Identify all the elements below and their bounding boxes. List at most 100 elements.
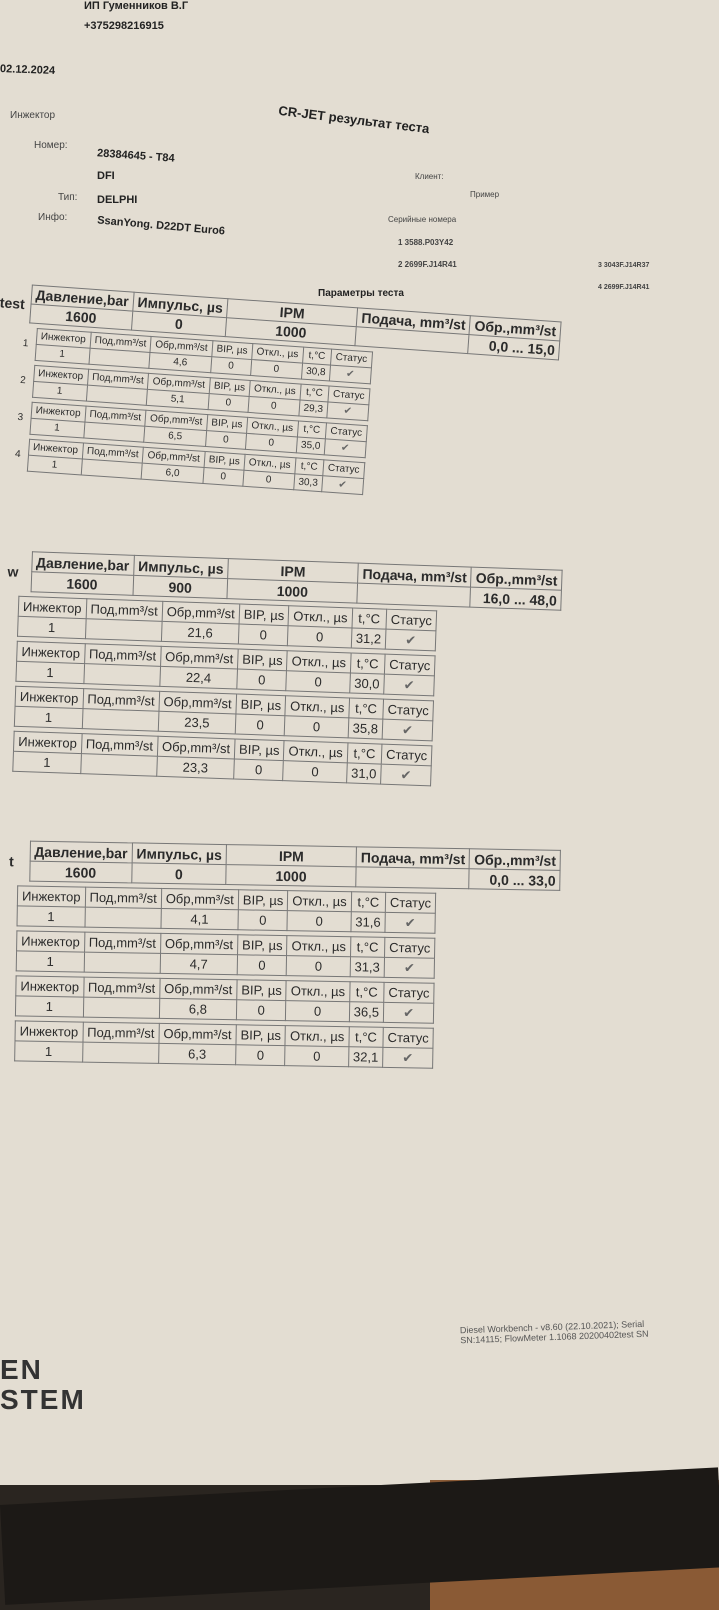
return-value: 4,6 <box>149 352 212 373</box>
injector-value: 1 <box>29 418 85 438</box>
bip-value: 0 <box>235 713 286 736</box>
sub-header: BIP, µs <box>238 604 290 626</box>
bip-value: 0 <box>236 668 287 691</box>
sub-header: Статус <box>385 609 437 631</box>
bip-value: 0 <box>202 467 244 487</box>
injector-value: 1 <box>17 905 85 928</box>
sub-header: Инжектор <box>16 641 85 664</box>
injector-result-table: Инжектор Под,mm³/st Обр,mm³/st BIP, µs Откл.… <box>16 885 436 934</box>
sub-header: BIP, µs <box>235 693 286 716</box>
temperature-value: 31,6 <box>350 911 386 933</box>
sub-header: t,°C <box>294 457 324 476</box>
sub-header: Обр,mm³/st <box>158 1023 237 1045</box>
ipm-header: IPM <box>226 844 357 867</box>
sub-header: BIP, µs <box>237 934 288 956</box>
serial-1: 1 3588.P03Y42 <box>398 238 454 247</box>
sub-header: Обр,mm³/st <box>158 691 237 714</box>
sub-header: Откл., µs <box>286 935 351 957</box>
injector-value: 1 <box>34 344 90 365</box>
feed-value <box>85 618 162 642</box>
bip-value: 0 <box>237 909 288 931</box>
sub-header: Обр,mm³/st <box>157 736 235 759</box>
sub-header: BIP, µs <box>234 738 285 761</box>
feed-value <box>84 907 162 929</box>
temperature-value: 32,1 <box>348 1046 383 1068</box>
temperature-value: 29,3 <box>298 399 329 418</box>
bip-value: 0 <box>207 393 249 413</box>
sub-header: Статус <box>382 699 434 721</box>
feed-value <box>88 348 151 369</box>
client-value: Пример <box>470 190 500 199</box>
feed-value <box>83 422 146 443</box>
sub-header: Откл., µs <box>283 740 348 763</box>
logo-line-1: EN <box>0 1354 43 1385</box>
sub-header: t,°C <box>302 347 332 366</box>
pressure-header: Давление,bar <box>29 841 133 863</box>
pressure-value: 1600 <box>30 571 134 596</box>
return-value: 22,4 <box>159 666 238 689</box>
sub-header: BIP, µs <box>236 979 287 1001</box>
feed-value <box>356 583 471 608</box>
injector-label: Инжектор <box>10 110 56 121</box>
sub-header: t,°C <box>346 742 382 765</box>
sub-header: t,°C <box>348 697 384 720</box>
sub-header: t,°C <box>297 420 327 439</box>
info-label: Инфо: <box>38 212 68 223</box>
params-label: Параметры теста <box>318 288 404 299</box>
injector-value: 1 <box>12 751 82 774</box>
return-value: 4,1 <box>160 908 239 930</box>
test-section: t Давление,bar Импульс, µs IPM Подача, m… <box>0 840 561 1071</box>
sub-header: Под,mm³/st <box>84 887 162 909</box>
temperature-value: 35,8 <box>347 717 383 740</box>
sub-header: Обр,mm³/st <box>160 933 238 955</box>
return-value: 6,5 <box>143 426 207 447</box>
return-value: 23,3 <box>156 756 235 779</box>
return-value: 6,8 <box>159 998 237 1020</box>
sub-header: Статус <box>385 892 436 914</box>
sub-header: t,°C <box>299 384 330 402</box>
sub-header: t,°C <box>348 1026 384 1048</box>
injector-number2: DFI <box>97 170 115 182</box>
side-label: t <box>8 852 14 869</box>
injector-value: 1 <box>16 950 85 973</box>
test-number: 4 <box>14 448 21 461</box>
temperature-value: 31,2 <box>351 627 386 650</box>
sub-header: Обр,mm³/st <box>161 888 239 910</box>
return-value: 6,3 <box>158 1043 236 1065</box>
status-check-icon: ✔ <box>321 475 364 495</box>
temperature-value: 35,0 <box>295 436 326 455</box>
ipm-value: 1000 <box>227 578 358 604</box>
sub-header: Обр,mm³/st <box>159 978 237 1000</box>
temperature-value: 30,3 <box>293 473 323 492</box>
feed-value <box>82 1042 159 1064</box>
sub-header: Под,mm³/st <box>82 688 160 712</box>
status-check-icon: ✔ <box>383 1002 434 1024</box>
side-label: w <box>7 562 19 580</box>
feed-value <box>82 997 160 1019</box>
injector-value: 1 <box>14 706 83 729</box>
date: 02.12.2024 <box>0 63 56 77</box>
sub-header: Под,mm³/st <box>82 1022 160 1044</box>
sub-header: Обр,mm³/st <box>160 646 239 669</box>
test-params-table: t Давление,bar Импульс, µs IPM Подача, m… <box>0 840 561 891</box>
status-check-icon: ✔ <box>329 365 372 384</box>
sub-header: Обр,mm³/st <box>161 601 240 625</box>
test-section: test Давление,bar Импульс, µs IPM Подача… <box>0 282 562 508</box>
feed-value <box>81 708 159 732</box>
status-check-icon: ✔ <box>326 401 369 421</box>
sub-header: Откл., µs <box>286 650 351 673</box>
status-check-icon: ✔ <box>324 438 366 458</box>
deviation-value: 0 <box>242 470 295 490</box>
status-check-icon: ✔ <box>380 764 432 786</box>
sub-header: Инжектор <box>16 930 85 953</box>
feed-value <box>85 385 148 406</box>
temperature-value: 36,5 <box>349 1001 384 1023</box>
sub-header: Откл., µs <box>286 980 350 1002</box>
serials-label: Серийные номера <box>388 215 457 224</box>
feed-value <box>80 753 158 777</box>
sub-header: Статус <box>383 982 435 1004</box>
sub-header: Инжектор <box>17 885 86 908</box>
pulse-value: 0 <box>131 862 227 885</box>
sub-header: t,°C <box>351 891 386 913</box>
client-label: Клиент: <box>415 172 444 181</box>
